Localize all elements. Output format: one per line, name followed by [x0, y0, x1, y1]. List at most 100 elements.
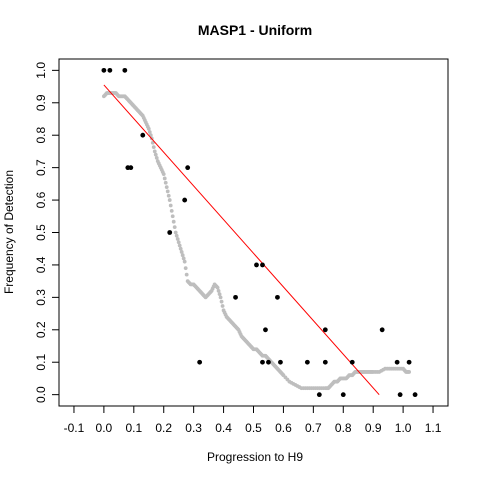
y-tick-label: 0.0: [34, 386, 48, 403]
x-tick-label: 0.8: [335, 421, 352, 435]
smooth-point: [181, 256, 186, 261]
smooth-point: [218, 295, 223, 300]
smooth-point: [152, 149, 157, 154]
fit-series: [103, 84, 380, 395]
smooth-point: [219, 299, 224, 304]
data-point: [128, 165, 134, 171]
data-point: [406, 359, 412, 365]
data-point: [340, 392, 346, 398]
smooth-point: [407, 370, 411, 374]
x-tick-label: 0.9: [365, 421, 382, 435]
fit-line: [103, 84, 380, 395]
x-axis: -0.1 0.0 0.1 0.2 0.3 0.4 0.5 0.6 0.7 0.8 0.9 1.0 1.1: [64, 406, 442, 435]
smooth-point: [153, 152, 158, 157]
y-tick-label: 0.7: [34, 159, 48, 176]
data-point: [304, 359, 310, 365]
data-point: [412, 392, 418, 398]
data-point: [140, 132, 146, 138]
smooth-point: [173, 230, 178, 235]
smooth-point: [164, 185, 169, 189]
y-tick-label: 0.5: [34, 224, 48, 241]
smooth-point: [177, 243, 182, 248]
data-point: [254, 262, 259, 268]
smooth-point: [151, 145, 156, 150]
smooth-point: [182, 259, 187, 264]
data-point: [260, 262, 265, 268]
data-point: [260, 359, 265, 365]
smooth-point: [220, 304, 225, 308]
smooth-point: [163, 180, 168, 185]
smooth-series: [101, 91, 411, 391]
observed-points: [101, 67, 418, 398]
data-point: [107, 67, 113, 73]
data-point: [185, 165, 191, 171]
data-point: [197, 359, 203, 365]
data-point: [167, 230, 173, 235]
smooth-point: [172, 225, 177, 229]
data-point: [278, 359, 283, 365]
y-tick-label: 0.3: [34, 289, 48, 306]
x-tick-label: 0.7: [305, 421, 322, 435]
x-tick-label: 0.4: [215, 421, 232, 435]
smooth-point: [178, 246, 183, 251]
x-tick-label: 0.1: [125, 421, 142, 435]
y-tick-label: 0.8: [34, 127, 48, 144]
smooth-point: [147, 130, 152, 134]
data-point: [122, 67, 128, 73]
smooth-point: [146, 126, 151, 131]
data-point: [182, 197, 188, 203]
smooth-point: [169, 208, 174, 213]
smooth-point: [176, 240, 181, 245]
smooth-point: [217, 292, 222, 297]
x-axis-label: Progression to H9: [207, 450, 303, 464]
smooth-point: [150, 140, 155, 145]
smooth-point: [167, 198, 172, 202]
y-axis: 0.0 0.1 0.2 0.3 0.4 0.5 0.6 0.7 0.8 0.9 1.0: [34, 62, 59, 403]
data-point: [397, 392, 403, 398]
x-tick-label: 0.3: [185, 421, 202, 435]
data-point: [233, 294, 238, 300]
data-point: [322, 327, 328, 333]
x-tick-label: 0.2: [155, 421, 172, 435]
y-tick-label: 1.0: [34, 62, 48, 79]
x-tick-label: 0.5: [245, 421, 262, 435]
data-point: [379, 327, 385, 333]
smooth-point: [154, 156, 159, 160]
smooth-point: [162, 176, 167, 181]
smooth-point: [183, 266, 188, 271]
x-tick-label: 1.0: [395, 421, 412, 435]
y-tick-label: 0.9: [34, 94, 48, 111]
smooth-point: [180, 253, 185, 258]
smooth-point: [216, 288, 221, 293]
smooth-point: [171, 219, 176, 224]
y-tick-label: 0.2: [34, 321, 48, 338]
smooth-point: [174, 233, 179, 238]
data-point: [394, 359, 400, 365]
smooth-point: [161, 172, 166, 177]
smooth-point: [215, 285, 220, 290]
smooth-point: [184, 272, 189, 277]
y-tick-label: 0.4: [34, 256, 48, 273]
smooth-point: [175, 237, 180, 241]
data-point: [322, 359, 328, 365]
y-tick-label: 0.1: [34, 354, 48, 371]
x-tick-label: 1.1: [425, 421, 442, 435]
x-tick-label: 0.0: [96, 421, 113, 435]
plot-frame: [58, 58, 449, 407]
smooth-point: [165, 189, 170, 194]
y-tick-label: 0.6: [34, 191, 48, 208]
smooth-point: [179, 250, 184, 254]
x-tick-label: 0.6: [275, 421, 292, 435]
data-point: [316, 392, 322, 398]
data-point: [275, 294, 280, 300]
data-point: [101, 67, 107, 73]
x-tick-label: -0.1: [64, 421, 85, 435]
smooth-point: [166, 193, 171, 198]
y-axis-label: Frequency of Detection: [2, 170, 16, 294]
data-point: [263, 327, 268, 333]
data-point: [349, 359, 355, 365]
data-point: [266, 359, 271, 365]
smooth-point: [170, 214, 175, 219]
chart-title: MASP1 - Uniform: [198, 22, 312, 38]
smooth-point: [168, 203, 173, 208]
